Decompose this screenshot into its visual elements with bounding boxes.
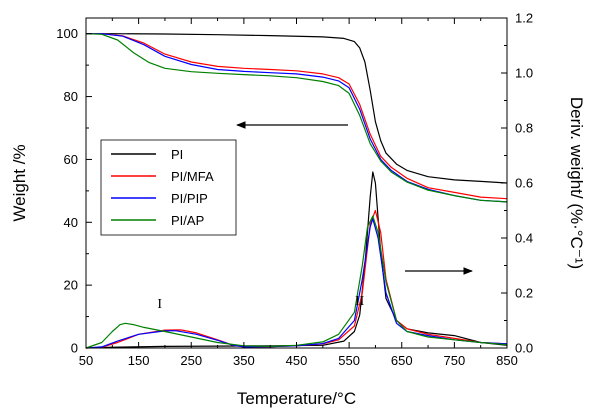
x-tick-label: 750 bbox=[444, 353, 466, 368]
weight-line-pi-pip bbox=[86, 33, 508, 203]
legend-label: PI/PIP bbox=[171, 191, 208, 206]
y-left-tick-label: 20 bbox=[64, 278, 78, 293]
legend-label: PI bbox=[171, 147, 183, 162]
y-right-tick-label: 1.2 bbox=[515, 11, 533, 26]
weight-line-pi-mfa bbox=[86, 33, 508, 200]
x-tick-label: 450 bbox=[286, 353, 308, 368]
y-right-tick-label: 1.0 bbox=[515, 66, 533, 81]
x-axis-title: Temperature/°C bbox=[237, 389, 356, 408]
deriv-line-pi-mfa bbox=[85, 209, 508, 349]
y-left-tick-label: 100 bbox=[56, 26, 78, 41]
y-right-tick-label: 0.4 bbox=[515, 231, 533, 246]
x-tick-label: 550 bbox=[338, 353, 360, 368]
x-tick-label: 250 bbox=[180, 353, 202, 368]
legend-label: PI/MFA bbox=[171, 169, 214, 184]
x-tick-label: 850 bbox=[496, 353, 518, 368]
x-tick-label: 150 bbox=[128, 353, 150, 368]
y-right-axis-title: Deriv. weight/ (%·°C⁻¹) bbox=[567, 97, 586, 269]
y-left-tick-label: 40 bbox=[64, 215, 78, 230]
y-left-tick-label: 60 bbox=[64, 152, 78, 167]
y-right-tick-label: 0.0 bbox=[515, 341, 533, 356]
weight-line-pi-ap bbox=[85, 33, 508, 203]
y-left-tick-label: 80 bbox=[64, 89, 78, 104]
y-left-axis-title: Weight /% bbox=[10, 144, 29, 221]
y-right-tick-label: 0.8 bbox=[515, 121, 533, 136]
deriv-line-pi-ap bbox=[85, 215, 508, 349]
legend-label: PI/AP bbox=[171, 213, 204, 228]
annotation-stage-i: I bbox=[157, 297, 162, 312]
x-tick-label: 50 bbox=[79, 353, 93, 368]
y-right-tick-label: 0.2 bbox=[515, 286, 533, 301]
annotation-stage-ii: II bbox=[355, 294, 365, 309]
y-right-tick-label: 0.6 bbox=[515, 176, 533, 191]
x-tick-label: 650 bbox=[391, 353, 413, 368]
x-tick-label: 350 bbox=[233, 353, 255, 368]
weight-line-pi bbox=[86, 33, 508, 184]
y-left-tick-label: 0 bbox=[71, 341, 78, 356]
legend-box bbox=[100, 139, 237, 236]
